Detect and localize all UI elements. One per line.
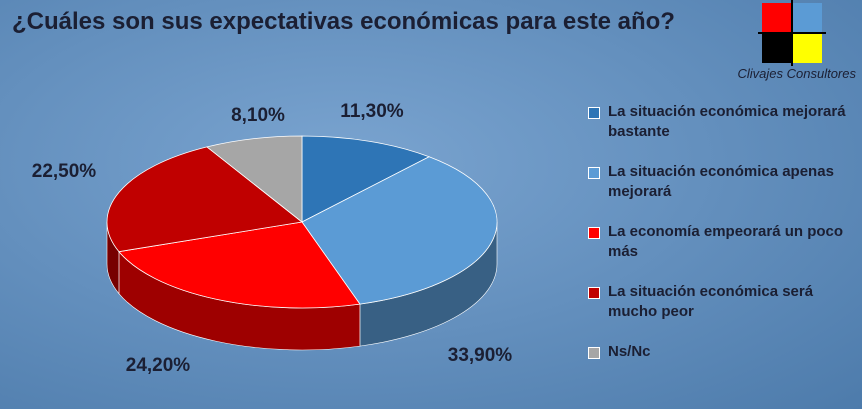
pie-slice — [301, 135, 431, 223]
logo — [758, 0, 826, 66]
legend-label: La economía empeorará un poco más — [608, 223, 844, 260]
legend-swatch — [588, 227, 600, 239]
legend-item: La situación económica será mucho peor — [588, 282, 858, 342]
legend-label: La situación económica será mucho peor — [608, 283, 814, 320]
data-label: 11,30% — [340, 101, 403, 122]
pie-slice — [206, 135, 303, 223]
legend-swatch — [588, 287, 600, 299]
legend-label: Ns/Nc — [608, 343, 651, 360]
legend: La situación económica mejorará bastante… — [588, 102, 858, 402]
legend-swatch — [588, 107, 600, 119]
pie-slice — [118, 221, 361, 309]
legend-label: La situación económica mejorará bastante — [608, 103, 846, 140]
data-label: 24,20% — [126, 355, 191, 376]
pie-slice — [301, 156, 498, 305]
data-label: 8,10% — [231, 105, 285, 126]
legend-swatch — [588, 167, 600, 179]
legend-item: La situación económica apenas mejorará — [588, 162, 858, 222]
data-label: 22,50% — [32, 161, 97, 182]
chart-title: ¿Cuáles son sus expectativas económicas … — [12, 8, 675, 35]
legend-swatch — [588, 347, 600, 359]
pie-slice — [106, 146, 303, 253]
legend-item: La economía empeorará un poco más — [588, 222, 858, 282]
legend-label: La situación económica apenas mejorará — [608, 163, 834, 200]
brand: Clivajes Consultores — [738, 66, 857, 81]
legend-item: Ns/Nc — [588, 342, 858, 402]
legend-item: La situación económica mejorará bastante — [588, 102, 858, 162]
data-label: 33,90% — [448, 345, 513, 366]
